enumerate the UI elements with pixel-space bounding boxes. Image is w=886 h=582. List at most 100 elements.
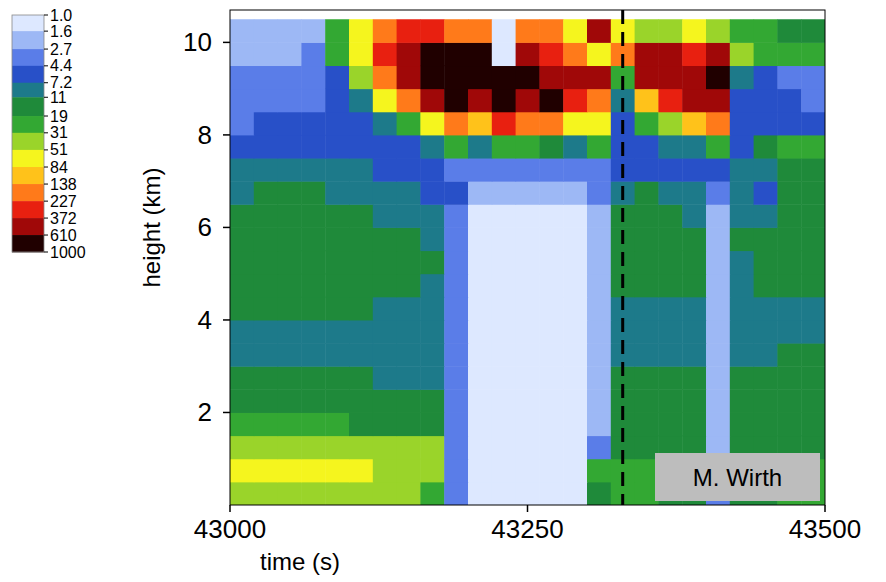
heatmap-cell [230,412,254,436]
heatmap-cell [420,42,444,66]
heatmap-cell [754,297,778,321]
heatmap-cell [563,366,587,390]
heatmap-cell [706,297,730,321]
colorbar-bin [12,150,44,168]
heatmap-cell [563,251,587,275]
heatmap-cell [682,389,706,413]
colorbar-tick-label: 2.7 [50,41,72,58]
heatmap-cell [563,112,587,136]
heatmap-cell [278,19,302,43]
colorbar-tick-label: 1.6 [50,23,72,40]
heatmap-cell [492,297,516,321]
heatmap-cell [730,66,754,90]
heatmap-cell [468,19,492,43]
heatmap-cell [397,19,421,43]
y-axis-title: height (km) [138,167,165,287]
heatmap-cell [444,459,468,483]
marker-line [621,10,624,505]
heatmap-cell [397,436,421,460]
heatmap-cell [397,343,421,367]
heatmap-cell [587,482,611,505]
heatmap-cell [373,436,397,460]
heatmap-cell [468,412,492,436]
heatmap-cell [420,89,444,113]
heatmap-cell [730,274,754,298]
heatmap-cell [658,389,682,413]
heatmap-cell [349,204,373,228]
heatmap-cell [420,412,444,436]
heatmap-cell [444,320,468,344]
heatmap-cell [373,42,397,66]
heatmap-cell [682,42,706,66]
heatmap-cell [539,158,563,182]
heatmap-cell [397,89,421,113]
heatmap-cell [420,297,444,321]
heatmap-cell [301,412,325,436]
heatmap-cell [230,274,254,298]
heatmap-cell [349,274,373,298]
heatmap-cell [468,204,492,228]
heatmap-cell [325,412,349,436]
heatmap-cell [301,89,325,113]
heatmap-cell [539,436,563,460]
heatmap-cell [301,158,325,182]
heatmap-cell [754,135,778,159]
heatmap-cell [563,135,587,159]
heatmap-cell [658,227,682,251]
heatmap-cell [349,66,373,90]
heatmap-cell [730,42,754,66]
heatmap-cell [730,297,754,321]
heatmap-cell [658,181,682,205]
heatmap-cell [325,459,349,483]
heatmap-cell [706,89,730,113]
annotation-box [655,453,820,501]
heatmap-cell [706,274,730,298]
heatmap-cell [516,42,540,66]
heatmap-cell [492,274,516,298]
colorbar-tick-label: 1.0 [50,7,72,24]
heatmap-cell [801,89,825,113]
heatmap-cell [230,227,254,251]
heatmap-cell [587,158,611,182]
heatmap-cell [325,320,349,344]
heatmap-cell [754,366,778,390]
heatmap-cell [444,112,468,136]
heatmap-cell [587,204,611,228]
heatmap-cell [587,112,611,136]
heatmap-cell [587,251,611,275]
x-axis-title: time (s) [260,548,340,575]
heatmap-cell [373,19,397,43]
heatmap-cell [587,135,611,159]
heatmap-cell [516,320,540,344]
colorbar-bin [12,83,44,98]
heatmap-cell [730,366,754,390]
heatmap-cell [706,135,730,159]
heatmap-cell [492,482,516,505]
heatmap-cell [730,112,754,136]
heatmap-cell [325,251,349,275]
heatmap-cell [468,320,492,344]
heatmap-cell [801,227,825,251]
heatmap-cell [230,389,254,413]
heatmap-cell [682,19,706,43]
heatmap-cell [754,320,778,344]
heatmap-cell [777,297,801,321]
colorbar-bin [12,49,44,66]
heatmap-cell [801,366,825,390]
heatmap-cell [682,181,706,205]
heatmap-cell [539,320,563,344]
heatmap-cell [492,135,516,159]
heatmap-cell [516,112,540,136]
heatmap-cell [492,343,516,367]
colorbar-tick-label: 4.4 [50,57,72,74]
heatmap-cell [635,251,659,275]
heatmap-cell [539,251,563,275]
heatmap-cell [373,274,397,298]
heatmap-cell [682,112,706,136]
heatmap-cell [516,412,540,436]
heatmap-cell [539,274,563,298]
heatmap-cell [563,227,587,251]
heatmap-cell [468,66,492,90]
heatmap-cell [777,66,801,90]
heatmap-cell [254,66,278,90]
